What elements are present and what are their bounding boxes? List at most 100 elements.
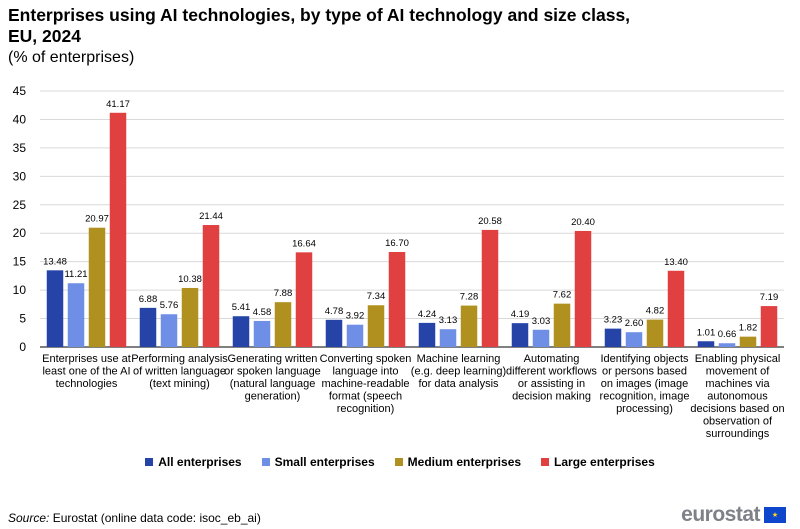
data-label: 10.38 (178, 274, 202, 285)
bar (232, 316, 250, 347)
chart-title: Enterprises using AI technologies, by ty… (8, 5, 631, 46)
data-label: 7.34 (367, 291, 386, 302)
bar (367, 305, 385, 347)
data-label: 16.70 (385, 238, 409, 249)
source-text: Eurostat (online data code: isoc_eb_ai) (52, 511, 261, 525)
logo-text: eurostat (681, 503, 760, 526)
y-tick-label: 10 (13, 283, 27, 297)
legend-swatch (394, 458, 403, 466)
bar (553, 303, 571, 347)
data-label: 3.13 (439, 315, 458, 326)
y-tick-label: 0 (19, 340, 26, 354)
bar (697, 341, 715, 347)
x-tick-label: Identifying objects or persons based on im… (600, 353, 690, 415)
data-label: 7.19 (760, 292, 779, 303)
bar (625, 332, 643, 347)
data-label: 4.58 (253, 307, 272, 318)
y-tick-label: 20 (13, 226, 27, 240)
y-tick-label: 35 (13, 141, 27, 155)
bar (253, 320, 271, 347)
bar (532, 329, 550, 347)
data-label: 13.48 (43, 256, 67, 267)
bar (718, 343, 736, 347)
data-label: 6.88 (139, 294, 158, 305)
y-tick-label: 45 (13, 84, 27, 98)
bar (388, 251, 406, 347)
x-tick-label: Converting spoken language into machine-re… (320, 353, 412, 415)
source-note: Source: Eurostat (online data code: isoc… (8, 511, 261, 525)
bar (511, 323, 529, 347)
bar (46, 270, 64, 347)
data-label: 3.23 (604, 315, 623, 326)
data-label: 4.19 (511, 309, 530, 320)
y-tick-label: 25 (13, 198, 27, 212)
data-label: 2.60 (625, 318, 644, 329)
bar (202, 225, 220, 347)
y-tick-label: 40 (13, 112, 27, 126)
data-label: 20.40 (571, 217, 595, 228)
data-label: 3.03 (532, 316, 551, 327)
data-label: 7.62 (553, 290, 572, 301)
legend-item: Medium enterprises (394, 455, 522, 469)
data-label: 4.78 (325, 306, 344, 317)
bar (295, 252, 313, 347)
data-label: 5.76 (160, 300, 179, 311)
legend-label: Large enterprises (554, 455, 655, 469)
data-label: 0.66 (718, 329, 737, 340)
data-label: 20.58 (478, 216, 502, 227)
x-tick-label: Enabling physical movement of machines via… (690, 353, 784, 440)
data-label: 7.28 (460, 292, 479, 303)
legend-swatch (145, 458, 154, 466)
data-label: 1.82 (739, 323, 758, 334)
data-label: 11.21 (64, 269, 87, 280)
x-tick-label: Performing analysis of written language (t… (131, 353, 228, 390)
bar (460, 305, 478, 347)
x-tick-label: Machine learning (e.g. deep learning) for … (411, 353, 506, 390)
x-tick-label: Automating different workflows or assistin… (506, 353, 597, 403)
y-tick-label: 15 (13, 255, 27, 269)
chart-subtitle: (% of enterprises) (8, 49, 135, 66)
bar (481, 229, 499, 347)
chart-legend: All enterprises Small enterprises Medium e… (0, 455, 800, 469)
data-label: 20.97 (85, 214, 109, 225)
bar (109, 112, 127, 347)
data-label: 16.64 (292, 238, 316, 249)
legend-item: Small enterprises (261, 455, 375, 469)
x-tick-label: Enterprises use at least one of the AI tec… (42, 353, 131, 390)
legend-label: All enterprises (158, 455, 242, 469)
legend-item: All enterprises (145, 455, 242, 469)
bar (67, 283, 85, 347)
bar (739, 336, 757, 347)
legend-swatch (541, 458, 550, 466)
data-label: 4.82 (646, 306, 665, 317)
data-label: 41.17 (106, 99, 130, 110)
bar (88, 227, 106, 347)
data-label: 21.44 (199, 211, 223, 222)
y-tick-label: 5 (19, 312, 26, 326)
bar (325, 319, 343, 347)
data-label: 4.24 (418, 309, 437, 320)
bar (574, 230, 592, 347)
y-tick-label: 30 (13, 169, 27, 183)
data-label: 3.92 (346, 311, 365, 322)
legend-label: Small enterprises (274, 455, 375, 469)
bar (418, 322, 436, 347)
eurostat-logo: eurostat ★ (681, 503, 786, 527)
bar (160, 314, 178, 347)
data-label: 5.41 (232, 302, 251, 313)
data-label: 1.01 (697, 327, 716, 338)
bar-chart: 0 5 10 15 20 25 30 35 40 45 13.48 11.21 20.97 41.17 En… (13, 84, 785, 440)
x-tick-label: Generating written or spoken language (nat… (224, 353, 321, 403)
bar (760, 306, 778, 347)
bar (439, 329, 457, 347)
bar (139, 307, 157, 347)
legend-swatch (261, 458, 270, 466)
bar (646, 319, 664, 347)
bar (346, 324, 364, 347)
data-label: 13.40 (664, 257, 688, 268)
bar (604, 328, 622, 347)
legend-label: Medium enterprises (407, 455, 522, 469)
bar (274, 302, 292, 347)
bar (181, 287, 199, 347)
eu-flag-icon: ★ (764, 507, 786, 523)
